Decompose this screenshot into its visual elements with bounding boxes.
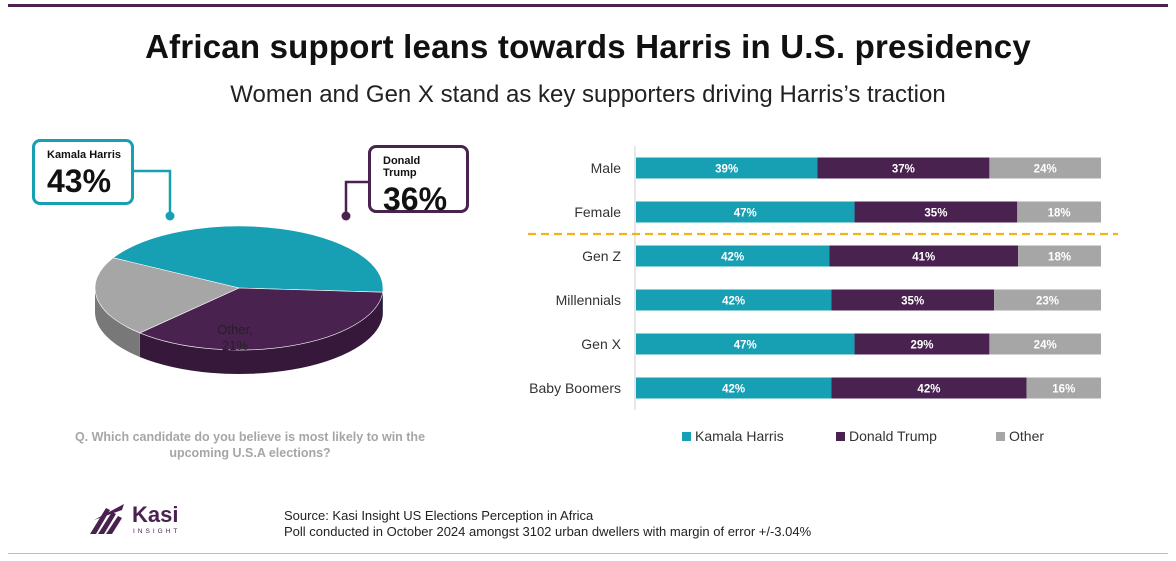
- pie-slice-kamala-harris: [112, 225, 384, 293]
- pie-side-other: [94, 288, 140, 357]
- pie-slice-other: [94, 257, 240, 334]
- bar-data-label: 42%: [722, 384, 745, 396]
- trump-callout: Donald Trump 36%: [368, 145, 469, 217]
- source-note: Source: Kasi Insight US Elections Percep…: [284, 508, 811, 540]
- pie-slice-donald-trump: [139, 287, 384, 351]
- bar-data-label: 47%: [734, 340, 757, 352]
- brand-subtitle: INSIGHT: [133, 528, 181, 535]
- page-title: African support leans towards Harris in …: [145, 28, 1031, 65]
- bar-data-label: 47%: [734, 208, 757, 220]
- bar-segment-kamala-harris: [636, 245, 830, 267]
- bar-segment-other: [989, 333, 1101, 355]
- pie-label-other-value: 21%: [222, 338, 248, 353]
- stacked-bar-chart: Male 39% 37% 24% Female 47% 35% 18% Gen Z 42% 41% 1…: [528, 146, 1118, 444]
- bar-data-label: 39%: [715, 164, 738, 176]
- bar-data-label: 29%: [910, 340, 933, 352]
- bar-category-label: Millennials: [556, 292, 621, 308]
- bar-segment-kamala-harris: [636, 377, 832, 399]
- bar-data-label: 16%: [1052, 384, 1075, 396]
- pie-chart: Other,21%: [94, 169, 384, 374]
- brand-name: Kasi: [132, 502, 179, 527]
- bar-data-label: 35%: [901, 296, 924, 308]
- legend-label: Other: [1009, 428, 1044, 444]
- legend-swatch-donald-trump: [836, 432, 845, 441]
- bar-data-label: 18%: [1048, 208, 1071, 220]
- bar-segment-donald-trump: [854, 333, 990, 355]
- bar-data-label: 42%: [721, 252, 744, 264]
- bar-data-label: 18%: [1048, 252, 1071, 264]
- harris-leader-line: [134, 169, 172, 214]
- page-subtitle: Women and Gen X stand as key supporters …: [230, 81, 946, 108]
- pie-label-other: Other,: [217, 322, 252, 337]
- bar-category-label: Female: [574, 204, 621, 220]
- bar-data-label: 37%: [892, 164, 915, 176]
- harris-callout-value: 43%: [47, 163, 112, 199]
- bar-category-label: Male: [591, 160, 622, 176]
- survey-question: Q. Which candidate do you believe is mos…: [74, 430, 426, 460]
- bar-data-label: 42%: [917, 384, 940, 396]
- pie-side-donald-trump: [139, 292, 383, 374]
- bar-segment-kamala-harris: [636, 201, 855, 223]
- trump-leader-dot: [341, 211, 351, 221]
- bar-segment-kamala-harris: [636, 289, 832, 311]
- harris-callout: Kamala Harris 43%: [32, 139, 134, 205]
- bar-data-label: 24%: [1034, 340, 1057, 352]
- bar-category-label: Baby Boomers: [529, 380, 621, 396]
- harris-leader-dot: [165, 211, 175, 221]
- legend-swatch-other: [996, 432, 1005, 441]
- bar-segment-other: [1026, 377, 1101, 399]
- bar-segment-donald-trump: [829, 245, 1019, 267]
- bar-segment-other: [994, 289, 1101, 311]
- bar-category-label: Gen Z: [582, 248, 621, 264]
- bar-segment-kamala-harris: [636, 157, 818, 179]
- trump-callout-value: 36%: [383, 181, 448, 217]
- source-text: Source: Kasi Insight US Elections Percep…: [284, 508, 594, 523]
- harris-callout-name: Kamala Harris: [47, 149, 121, 161]
- bar-segment-other: [1017, 201, 1101, 223]
- legend-swatch-kamala-harris: [682, 432, 691, 441]
- bar-data-label: 23%: [1036, 296, 1059, 308]
- bar-data-label: 35%: [924, 208, 947, 220]
- bar-data-label: 42%: [722, 296, 745, 308]
- bar-segment-donald-trump: [817, 157, 990, 179]
- legend-label: Kamala Harris: [695, 428, 784, 444]
- kasi-logo-icon: [88, 500, 128, 541]
- bar-segment-other: [1018, 245, 1101, 267]
- trump-leader-line: [344, 180, 369, 214]
- bar-segment-other: [989, 157, 1101, 179]
- bar-data-label: 24%: [1034, 164, 1057, 176]
- trump-callout-name: Donald Trump: [383, 155, 421, 179]
- bar-segment-donald-trump: [854, 201, 1018, 223]
- top-rule: [8, 4, 1168, 7]
- legend-label: Donald Trump: [849, 428, 937, 444]
- bar-segment-donald-trump: [831, 289, 995, 311]
- bar-segment-donald-trump: [831, 377, 1027, 399]
- bar-data-label: 41%: [912, 252, 935, 264]
- bar-category-label: Gen X: [581, 336, 621, 352]
- bar-segment-kamala-harris: [636, 333, 855, 355]
- bottom-rule: [8, 553, 1168, 554]
- poll-note: Poll conducted in October 2024 amongst 3…: [284, 524, 812, 539]
